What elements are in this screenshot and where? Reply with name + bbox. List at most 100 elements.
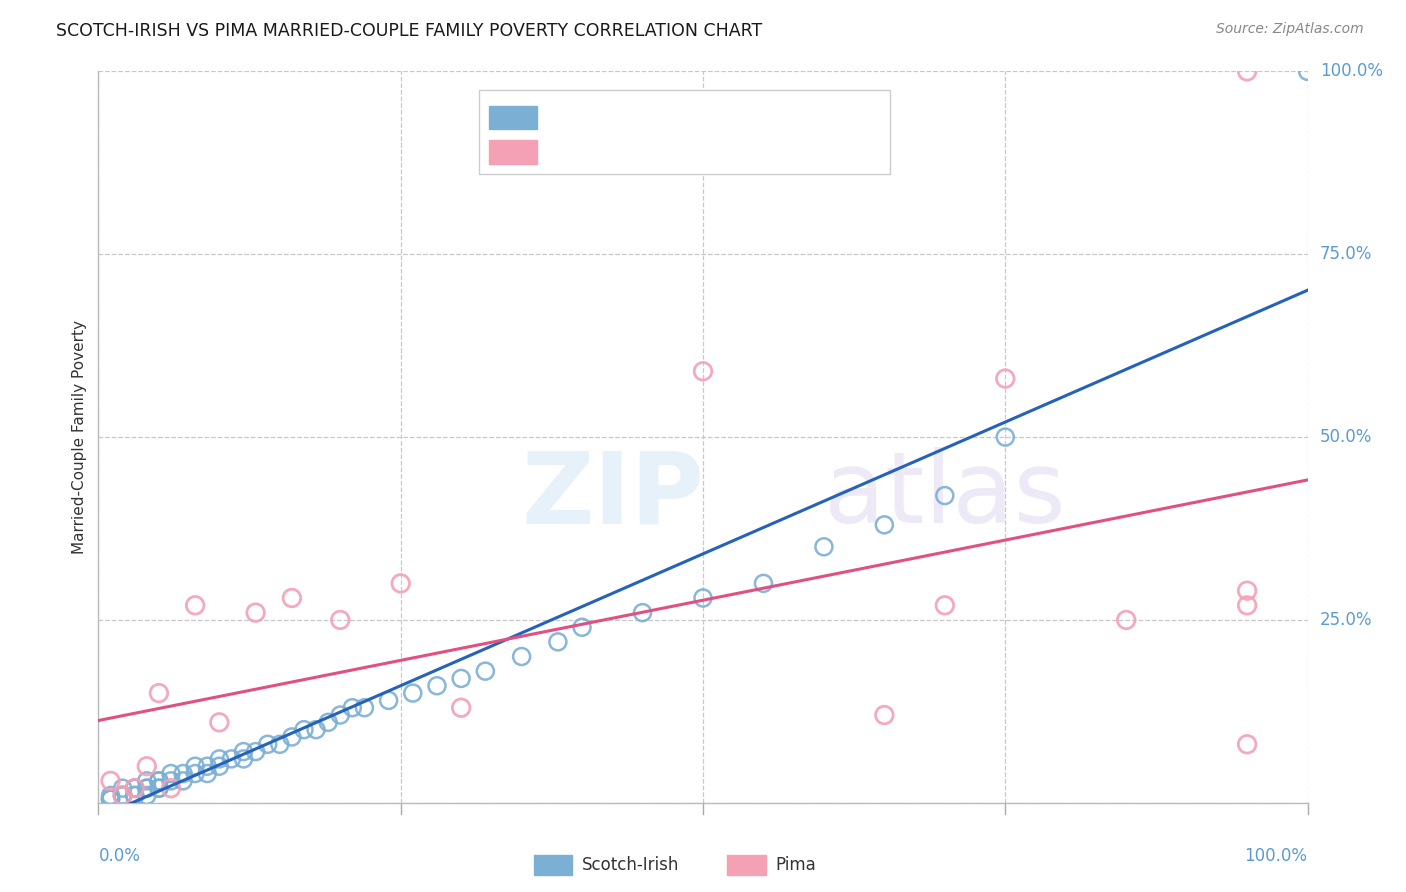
Point [402, 686, 425, 700]
Point [813, 540, 835, 554]
Text: N = 60: N = 60 [724, 108, 796, 127]
Point [752, 576, 775, 591]
Point [160, 773, 183, 788]
Point [873, 708, 896, 723]
Point [111, 789, 134, 803]
Text: 25.0%: 25.0% [1320, 611, 1372, 629]
Point [148, 781, 170, 796]
Point [389, 576, 412, 591]
Point [100, 792, 122, 806]
Point [100, 792, 122, 806]
Point [124, 781, 146, 796]
Point [692, 364, 714, 378]
Text: 100.0%: 100.0% [1244, 847, 1308, 864]
Point [195, 766, 218, 780]
Point [208, 752, 231, 766]
Point [135, 789, 157, 803]
Point [111, 781, 134, 796]
Point [148, 781, 170, 796]
Point [184, 759, 207, 773]
Point [269, 737, 291, 751]
Point [111, 789, 134, 803]
Point [160, 766, 183, 780]
Point [1236, 737, 1258, 751]
Point [292, 723, 315, 737]
Point [934, 489, 956, 503]
Point [329, 708, 352, 723]
Point [100, 792, 122, 806]
Text: R = 0.632: R = 0.632 [551, 143, 647, 161]
Text: 100.0%: 100.0% [1320, 62, 1382, 80]
Point [934, 599, 956, 613]
Point [873, 517, 896, 532]
Point [148, 773, 170, 788]
Text: atlas: atlas [824, 447, 1066, 544]
Point [245, 606, 267, 620]
Point [342, 700, 364, 714]
FancyBboxPatch shape [534, 855, 572, 875]
Point [547, 635, 569, 649]
Point [450, 672, 472, 686]
Point [1236, 583, 1258, 598]
Point [994, 430, 1017, 444]
Point [135, 773, 157, 788]
Point [172, 766, 194, 780]
Point [316, 715, 339, 730]
FancyBboxPatch shape [479, 90, 890, 174]
Point [245, 745, 267, 759]
Point [172, 773, 194, 788]
Point [571, 620, 593, 634]
Y-axis label: Married-Couple Family Poverty: Married-Couple Family Poverty [72, 320, 87, 554]
FancyBboxPatch shape [727, 855, 766, 875]
Point [256, 737, 278, 751]
Text: ZIP: ZIP [522, 447, 704, 544]
Point [148, 686, 170, 700]
Point [100, 789, 122, 803]
Point [305, 723, 328, 737]
Point [450, 700, 472, 714]
Point [692, 591, 714, 605]
Text: 0.0%: 0.0% [98, 847, 141, 864]
Point [281, 730, 304, 744]
Text: Source: ZipAtlas.com: Source: ZipAtlas.com [1216, 22, 1364, 37]
Point [124, 789, 146, 803]
Point [100, 773, 122, 788]
Point [160, 781, 183, 796]
Point [184, 766, 207, 780]
Point [281, 591, 304, 605]
FancyBboxPatch shape [489, 106, 537, 129]
Text: N = 22: N = 22 [724, 143, 796, 161]
Point [135, 781, 157, 796]
Point [111, 789, 134, 803]
Point [148, 773, 170, 788]
Point [329, 613, 352, 627]
Point [426, 679, 449, 693]
Text: Pima: Pima [776, 856, 817, 874]
Point [111, 789, 134, 803]
Point [111, 789, 134, 803]
Point [353, 700, 375, 714]
Text: 75.0%: 75.0% [1320, 245, 1372, 263]
Point [1236, 599, 1258, 613]
Text: R = 0.773: R = 0.773 [551, 108, 647, 127]
Text: SCOTCH-IRISH VS PIMA MARRIED-COUPLE FAMILY POVERTY CORRELATION CHART: SCOTCH-IRISH VS PIMA MARRIED-COUPLE FAMI… [56, 22, 762, 40]
Point [510, 649, 533, 664]
Point [135, 781, 157, 796]
Point [631, 606, 654, 620]
Point [195, 759, 218, 773]
FancyBboxPatch shape [489, 140, 537, 163]
Point [232, 745, 254, 759]
Point [377, 693, 399, 707]
Text: 50.0%: 50.0% [1320, 428, 1372, 446]
Point [1115, 613, 1137, 627]
Point [184, 599, 207, 613]
Point [1296, 64, 1319, 78]
Point [124, 781, 146, 796]
Point [124, 781, 146, 796]
Point [208, 759, 231, 773]
Point [1236, 64, 1258, 78]
Text: Scotch-Irish: Scotch-Irish [582, 856, 679, 874]
Point [474, 664, 496, 678]
Point [221, 752, 243, 766]
Point [232, 752, 254, 766]
